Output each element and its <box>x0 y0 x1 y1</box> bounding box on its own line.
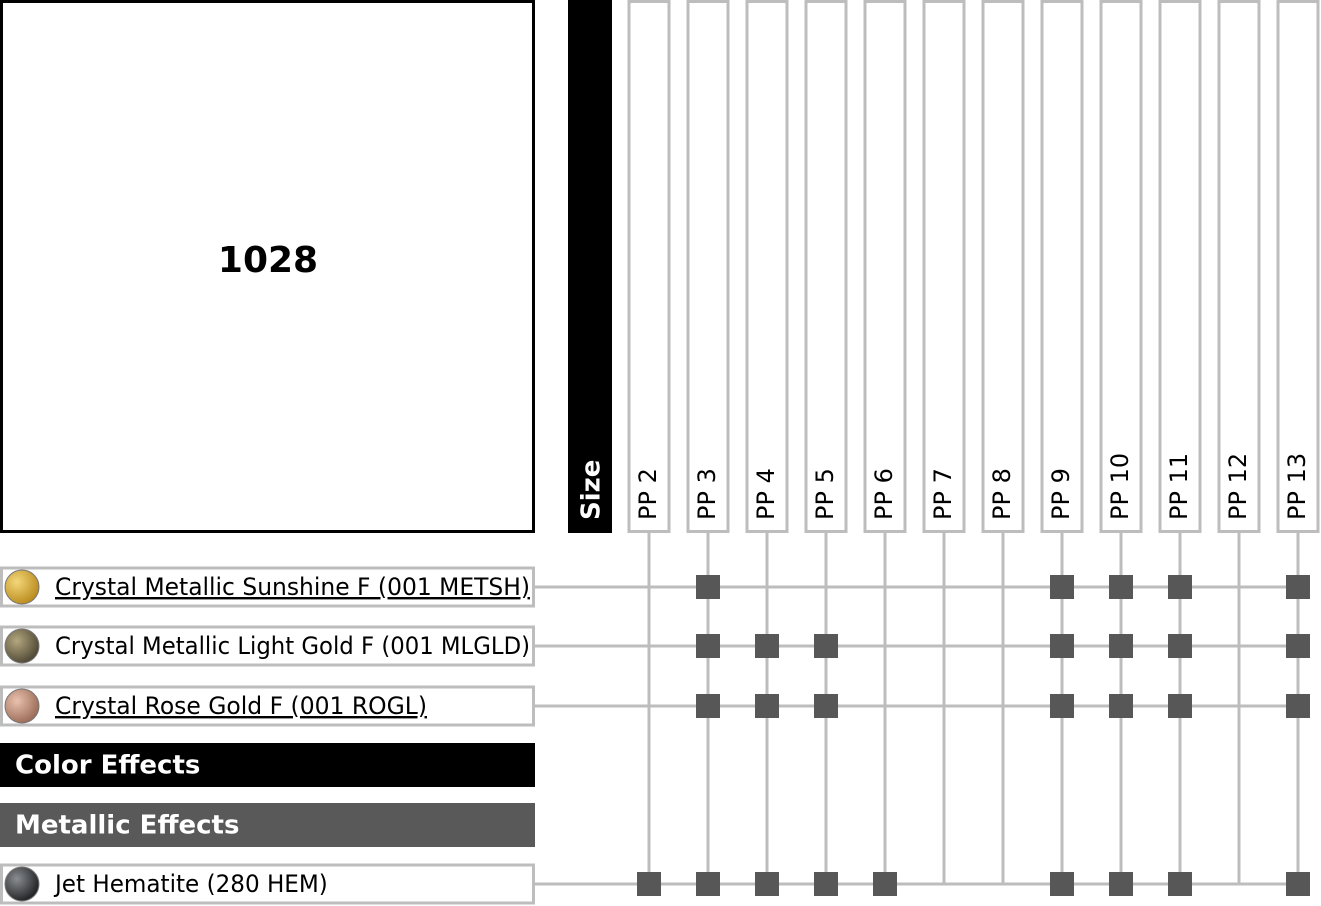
size-box <box>1217 0 1261 533</box>
size-box <box>804 0 848 533</box>
item-box <box>0 566 535 608</box>
size-label: PP 4 <box>752 468 780 520</box>
size-label: PP 3 <box>693 468 721 520</box>
availability-mark <box>1168 872 1192 896</box>
availability-mark <box>1050 575 1074 599</box>
section-title: Metallic Effects <box>15 811 239 841</box>
availability-mark <box>1286 694 1310 718</box>
availability-mark <box>814 872 838 896</box>
availability-mark <box>873 872 897 896</box>
size-bar <box>568 0 612 533</box>
size-label: PP 8 <box>988 468 1016 520</box>
availability-mark <box>1050 694 1074 718</box>
availability-mark <box>1050 872 1074 896</box>
size-box <box>863 0 907 533</box>
item-box <box>0 685 535 727</box>
size-box <box>1276 0 1320 533</box>
availability-mark <box>814 694 838 718</box>
size-box <box>1099 0 1143 533</box>
availability-mark <box>637 872 661 896</box>
availability-mark <box>1109 694 1133 718</box>
availability-mark <box>814 634 838 658</box>
size-label: PP 10 <box>1106 453 1134 520</box>
size-label: PP 2 <box>634 468 662 520</box>
item-label: Crystal Metallic Light Gold F (001 MLGLD… <box>55 632 530 660</box>
article-number: 1028 <box>218 240 318 281</box>
size-label: PP 9 <box>1047 468 1075 520</box>
availability-mark <box>696 634 720 658</box>
availability-mark <box>696 694 720 718</box>
item-link[interactable]: Crystal Rose Gold F (001 ROGL) <box>55 692 427 720</box>
item-box <box>0 863 535 905</box>
availability-mark <box>1286 634 1310 658</box>
availability-mark <box>696 872 720 896</box>
availability-mark <box>1286 575 1310 599</box>
section-bar <box>0 803 535 847</box>
size-box <box>627 0 671 533</box>
swatch <box>4 866 40 902</box>
item-label: Jet Hematite (280 HEM) <box>53 870 328 898</box>
size-box <box>686 0 730 533</box>
swatch <box>4 628 40 664</box>
swatch <box>4 688 40 724</box>
size-box <box>745 0 789 533</box>
article-box <box>0 0 535 533</box>
availability-mark <box>755 694 779 718</box>
availability-mark <box>1109 575 1133 599</box>
availability-mark <box>696 575 720 599</box>
size-box <box>922 0 966 533</box>
availability-mark <box>1050 634 1074 658</box>
size-label: PP 12 <box>1224 453 1252 520</box>
size-label: PP 13 <box>1283 453 1311 520</box>
swatch <box>4 569 40 605</box>
size-box <box>1158 0 1202 533</box>
availability-mark <box>1109 634 1133 658</box>
availability-mark <box>1286 872 1310 896</box>
size-label: PP 6 <box>870 468 898 520</box>
size-box <box>981 0 1025 533</box>
section-title: Color Effects <box>15 751 200 781</box>
size-box <box>1040 0 1084 533</box>
item-box <box>0 625 535 667</box>
size-label: PP 5 <box>811 468 839 520</box>
size-label: PP 11 <box>1165 453 1193 520</box>
item-link[interactable]: Crystal Metallic Sunshine F (001 METSH) <box>55 573 530 601</box>
size-header: Size <box>577 460 607 520</box>
availability-mark <box>1168 694 1192 718</box>
availability-mark <box>1168 575 1192 599</box>
availability-mark <box>755 872 779 896</box>
section-bar <box>0 743 535 787</box>
availability-mark <box>1168 634 1192 658</box>
availability-mark <box>755 634 779 658</box>
size-label: PP 7 <box>929 468 957 520</box>
availability-mark <box>1109 872 1133 896</box>
